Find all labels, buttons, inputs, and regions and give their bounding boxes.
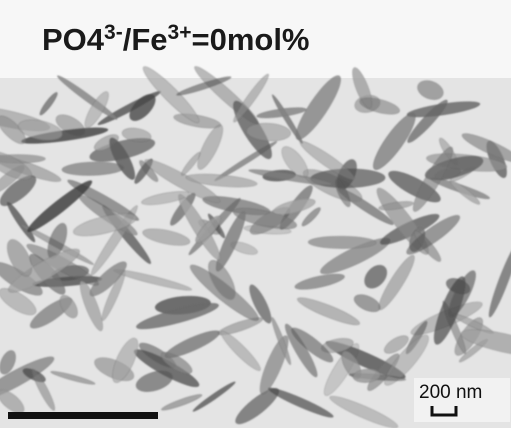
particle [329,395,399,428]
formula: PO4 [42,22,105,57]
particle [461,133,511,163]
particle [267,387,334,418]
particle [161,394,203,411]
scale-box [414,378,510,422]
particle [256,107,307,119]
particle [301,207,321,227]
particle [17,119,63,141]
particle [89,261,127,297]
particle [109,137,136,180]
particle [353,294,381,313]
particle [271,316,292,366]
particle [291,327,334,363]
particle [185,173,258,188]
particle [448,270,476,318]
particle [249,284,272,324]
particle [295,75,342,140]
particle [121,127,152,143]
particle [259,335,289,395]
particle [378,201,414,211]
particle [460,329,511,357]
particle [450,180,481,205]
particle [6,239,33,277]
particle [0,356,55,402]
particle [189,264,259,322]
sample-label: PO43-/Fe3+=0mol% [42,21,310,57]
charge: 3+ [168,21,192,44]
particle [352,368,381,383]
particle [141,191,190,206]
particle [220,330,261,372]
particle [50,370,96,385]
particle [297,297,360,326]
particle [39,91,58,116]
particle [272,198,316,215]
particle [73,213,137,237]
particle [31,368,56,411]
particle [59,294,78,319]
particle [84,91,109,129]
particle [0,151,33,180]
particles [0,66,511,428]
particle [197,124,224,170]
particle [299,140,356,181]
particle [364,264,388,289]
particle [359,97,401,115]
particle [0,288,37,316]
particle [136,302,219,330]
particle [233,73,269,123]
particle [142,66,200,124]
particle [112,337,139,383]
particle [383,335,409,354]
particle [8,248,80,293]
particle [232,207,298,230]
scale-label: 200 nm [419,382,482,403]
particle [0,350,16,375]
particle [144,159,221,204]
particle [176,76,232,96]
particle [307,235,377,249]
particle [248,169,333,186]
particle [372,112,416,171]
particle [192,381,236,412]
particle [384,334,429,386]
particle [27,180,93,233]
particle [406,214,461,255]
particle [412,146,454,212]
particle [0,389,25,414]
particle [142,228,191,246]
particle [246,122,292,142]
particle [334,178,351,208]
particle [417,80,444,100]
particle [0,175,37,207]
ratio: =0mol% [191,22,309,57]
label-area [0,0,511,78]
particle [164,330,220,358]
particle [195,215,222,244]
particle [488,242,511,318]
particle [135,370,173,392]
charge: 3- [104,21,123,44]
black-bar [8,412,158,419]
particle [0,115,26,145]
ion: /Fe [123,22,168,57]
particle [294,273,345,290]
scale-bar [430,406,458,417]
particle [407,99,448,143]
